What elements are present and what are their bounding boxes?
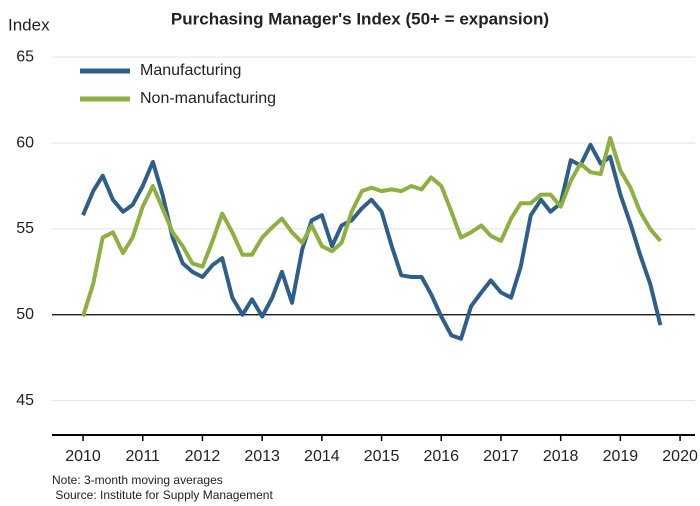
series-line: [81, 135, 662, 318]
x-tick-label: 2016: [423, 448, 459, 465]
legend-label: Manufacturing: [140, 62, 241, 79]
x-tick-label: 2020: [662, 448, 698, 465]
y-tick-label: 50: [16, 306, 34, 323]
x-tick-label: 2018: [543, 448, 579, 465]
source: Source: Institute for Supply Management: [52, 488, 273, 502]
y-tick-label: 65: [16, 48, 34, 65]
y-tick-label: 60: [16, 134, 34, 151]
x-tick-label: 2013: [244, 448, 280, 465]
x-tick-label: 2010: [65, 448, 101, 465]
y-tick-label: 55: [16, 220, 34, 237]
x-tick-label: 2011: [126, 448, 161, 465]
y-axis-label: Index: [8, 15, 50, 34]
x-tick-label: 2014: [304, 448, 340, 465]
x-tick-label: 2012: [185, 448, 221, 465]
x-tick-label: 2019: [603, 448, 639, 465]
chart-title: Purchasing Manager's Index (50+ = expans…: [171, 9, 549, 28]
y-tick-label: 45: [16, 392, 34, 409]
legend-label: Non-manufacturing: [140, 90, 276, 107]
note: Note: 3-month moving averages: [52, 473, 223, 487]
series-line: [81, 142, 663, 341]
x-tick-label: 2017: [483, 448, 519, 465]
x-tick-label: 2015: [364, 448, 400, 465]
